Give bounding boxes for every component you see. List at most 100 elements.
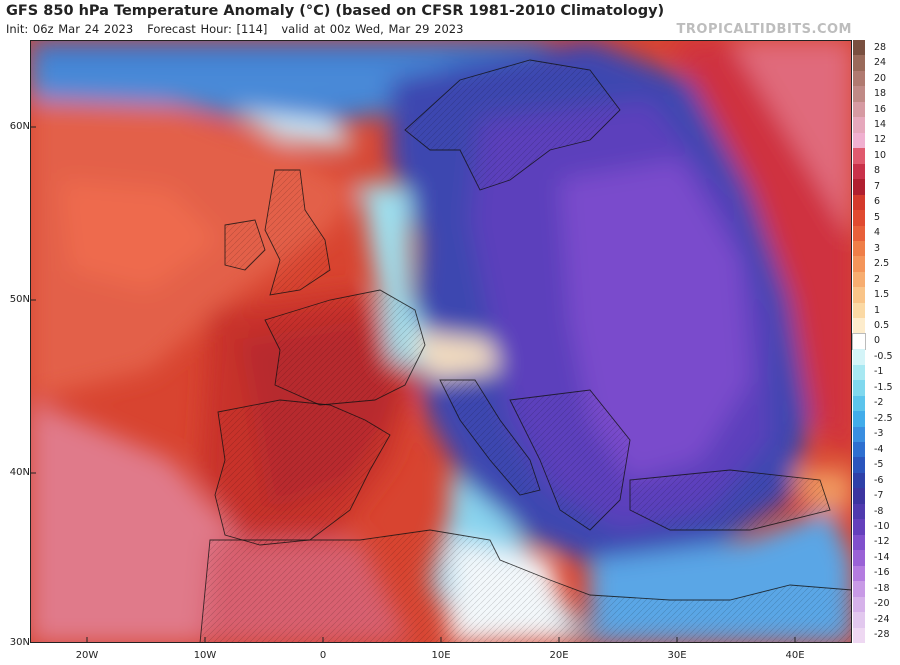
colorbar-entry: -24 — [852, 612, 900, 628]
colorbar-label: -16 — [874, 567, 890, 579]
colorbar-label: -10 — [874, 521, 890, 533]
colorbar-swatch — [853, 395, 865, 412]
init-time: Init: 06z Mar 24 2023 — [6, 22, 134, 36]
colorbar-entry: 16 — [852, 101, 900, 118]
brand-watermark: TROPICALTIDBITS.COM — [676, 22, 852, 37]
colorbar-label: 4 — [874, 227, 881, 239]
colorbar-entry: 24 — [852, 55, 900, 71]
colorbar-entry: -4 — [852, 442, 900, 458]
colorbar-entry: -28 — [852, 627, 900, 643]
colorbar-entry: 8 — [852, 163, 900, 180]
colorbar-swatch — [853, 488, 865, 504]
colorbar-swatch — [853, 503, 865, 520]
colorbar-label: -5 — [874, 459, 884, 471]
colorbar-entry: 4 — [852, 225, 900, 241]
lon-label-30e: 30E — [667, 650, 687, 661]
colorbar-swatch — [853, 318, 865, 334]
colorbar-label: 2 — [874, 273, 881, 285]
colorbar-entry: -14 — [852, 550, 900, 566]
map-subtitle: Init: 06z Mar 24 2023 Forecast Hour: [11… — [6, 22, 463, 36]
colorbar-entry: 28 — [852, 40, 900, 56]
map-title: GFS 850 hPa Temperature Anomaly (°C) (ba… — [6, 3, 665, 19]
lat-label-60n: 60N — [9, 121, 30, 132]
colorbar-label: 10 — [874, 149, 887, 161]
colorbar-swatch — [853, 101, 865, 118]
colorbar-label: -1.5 — [874, 381, 893, 393]
colorbar-swatch — [853, 627, 865, 643]
colorbar-label: 20 — [874, 72, 887, 84]
colorbar-entry: 1 — [852, 302, 900, 319]
colorbar-label: -4 — [874, 443, 884, 455]
colorbar-swatch — [853, 596, 865, 613]
colorbar-swatch — [853, 86, 865, 102]
colorbar-label: 0.5 — [874, 320, 890, 332]
lat-label-50n: 50N — [9, 294, 30, 305]
colorbar-label: 14 — [874, 119, 887, 131]
colorbar-entry: -12 — [852, 534, 900, 551]
colorbar-entry: 20 — [852, 70, 900, 87]
colorbar-swatch — [853, 55, 865, 71]
colorbar-entry: -6 — [852, 472, 900, 489]
colorbar-label: -1 — [874, 366, 884, 378]
colorbar-label: 7 — [874, 180, 881, 192]
colorbar-swatch — [853, 550, 865, 566]
colorbar-swatch — [853, 132, 865, 149]
colorbar-label: 3 — [874, 242, 881, 254]
colorbar-entry: 0 — [852, 332, 900, 351]
lon-label-20e: 20E — [549, 650, 569, 661]
lon-label-10e: 10E — [431, 650, 451, 661]
colorbar-swatch — [853, 117, 865, 133]
colorbar-swatch — [853, 534, 865, 551]
colorbar-entry: -20 — [852, 596, 900, 613]
colorbar-label: -0.5 — [874, 350, 893, 362]
lat-label-40n: 40N — [9, 467, 30, 478]
colorbar-swatch — [853, 241, 865, 257]
colorbar-label: -3 — [874, 428, 884, 440]
colorbar-label: -7 — [874, 490, 884, 502]
colorbar-label: 0 — [874, 335, 881, 347]
colorbar-label: -24 — [874, 613, 890, 625]
colorbar-entry: 3 — [852, 241, 900, 257]
colorbar-swatch — [853, 380, 865, 396]
colorbar-swatch — [853, 472, 865, 489]
colorbar-entry: 10 — [852, 148, 900, 164]
colorbar-swatch — [853, 349, 865, 365]
colorbar-swatch — [853, 302, 865, 319]
colorbar-label: -2 — [874, 397, 884, 409]
colorbar-entry: 0.5 — [852, 318, 900, 334]
lon-label-0: 0 — [319, 650, 327, 661]
anomaly-map — [30, 40, 852, 643]
colorbar-entry: 18 — [852, 86, 900, 102]
colorbar-swatch — [853, 457, 865, 473]
colorbar-swatch — [853, 442, 865, 458]
colorbar-swatch — [852, 332, 866, 351]
colorbar-swatch — [853, 179, 865, 195]
colorbar-swatch — [853, 426, 865, 442]
colorbar-entry: 7 — [852, 179, 900, 195]
colorbar-swatch — [853, 148, 865, 164]
colorbar-entry: -8 — [852, 503, 900, 520]
lat-label-30n: 30N — [9, 637, 30, 648]
colorbar-swatch — [853, 210, 865, 226]
colorbar-swatch — [853, 612, 865, 628]
colorbar-swatch — [853, 565, 865, 582]
colorbar-entry: -18 — [852, 581, 900, 597]
colorbar-entry: -0.5 — [852, 349, 900, 365]
valid-time: valid at 00z Wed, Mar 29 2023 — [281, 22, 464, 36]
forecast-hour: Forecast Hour: [114] — [147, 22, 268, 36]
colorbar: 28 24 20 18 16 14 12 10 8 7 6 5 4 3 2.5 2 1.5 1 0.5 0 -0.5 -1… — [852, 40, 900, 643]
colorbar-label: -18 — [874, 582, 890, 594]
colorbar-label: 8 — [874, 165, 881, 177]
colorbar-entry: 1.5 — [852, 287, 900, 303]
colorbar-swatch — [853, 40, 865, 56]
colorbar-label: -8 — [874, 505, 884, 517]
lon-label-20w: 20W — [75, 650, 99, 661]
colorbar-label: -2.5 — [874, 412, 893, 424]
colorbar-label: -6 — [874, 474, 884, 486]
colorbar-swatch — [853, 163, 865, 180]
colorbar-entry: 12 — [852, 132, 900, 149]
colorbar-label: 2.5 — [874, 258, 890, 270]
colorbar-label: -20 — [874, 598, 890, 610]
colorbar-entry: 5 — [852, 210, 900, 226]
colorbar-entry: -7 — [852, 488, 900, 504]
